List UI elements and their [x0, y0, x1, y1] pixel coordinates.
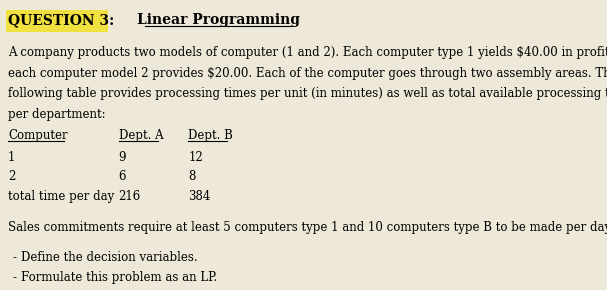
- Text: Dept. A: Dept. A: [118, 129, 163, 142]
- Text: 6: 6: [118, 170, 126, 183]
- Text: Define the decision variables.: Define the decision variables.: [21, 251, 197, 264]
- Text: Sales commitments require at least 5 computers type 1 and 10 computers type B to: Sales commitments require at least 5 com…: [8, 221, 607, 234]
- Text: 12: 12: [188, 151, 203, 164]
- Text: Computer: Computer: [8, 129, 67, 142]
- Text: 8: 8: [188, 170, 195, 183]
- Text: -: -: [12, 251, 16, 264]
- Text: each computer model 2 provides $20.00. Each of the computer goes through two ass: each computer model 2 provides $20.00. E…: [8, 67, 607, 79]
- Text: per department:: per department:: [8, 108, 106, 121]
- Text: 2: 2: [8, 170, 15, 183]
- Text: -: -: [12, 271, 16, 284]
- Text: Formulate this problem as an LP.: Formulate this problem as an LP.: [21, 271, 217, 284]
- Text: Linear Programming: Linear Programming: [137, 13, 300, 27]
- Text: total time per day: total time per day: [8, 190, 114, 203]
- Text: Dept. B: Dept. B: [188, 129, 233, 142]
- Text: following table provides processing times per unit (in minutes) as well as total: following table provides processing time…: [8, 87, 607, 100]
- Text: 216: 216: [118, 190, 141, 203]
- Text: 1: 1: [8, 151, 15, 164]
- Text: 9: 9: [118, 151, 126, 164]
- FancyBboxPatch shape: [5, 10, 108, 32]
- Text: QUESTION 3:: QUESTION 3:: [8, 13, 114, 27]
- Text: A company products two models of computer (1 and 2). Each computer type 1 yields: A company products two models of compute…: [8, 46, 607, 59]
- Text: 384: 384: [188, 190, 211, 203]
